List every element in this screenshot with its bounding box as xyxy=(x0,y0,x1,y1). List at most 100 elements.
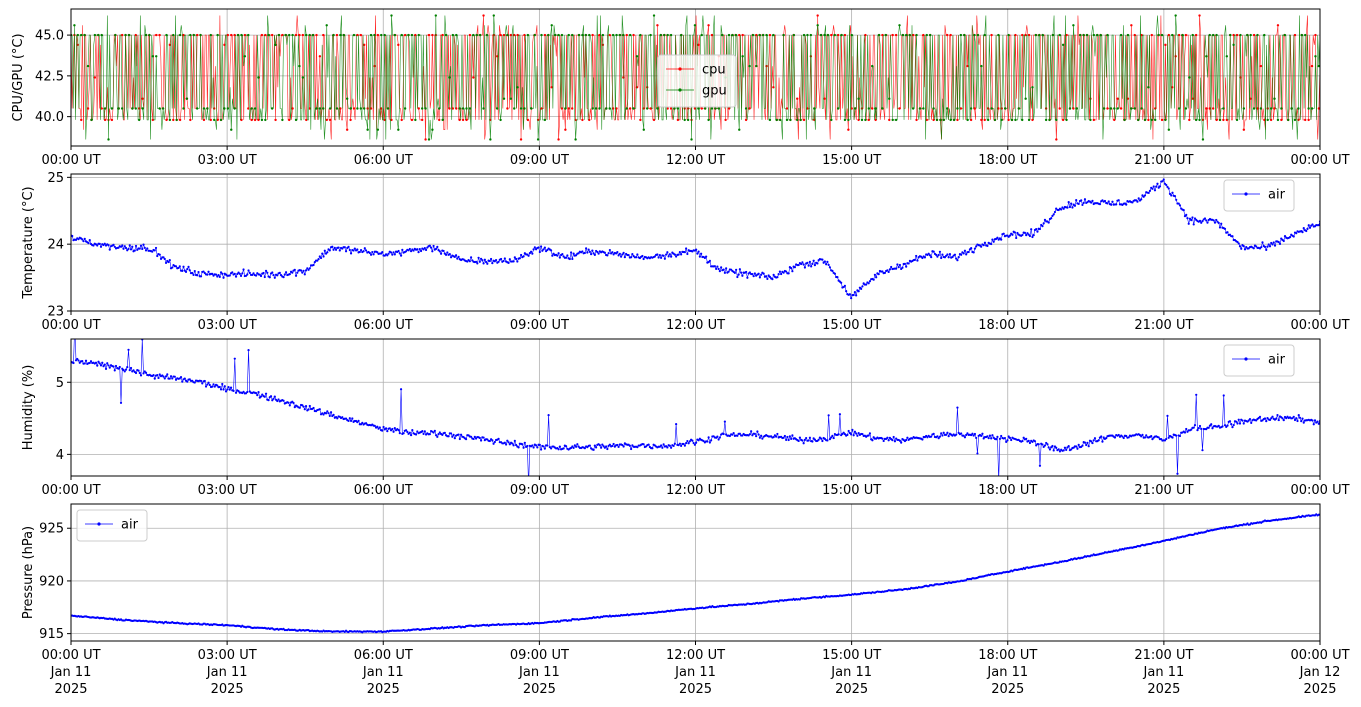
series-cpu-point xyxy=(1150,33,1153,37)
series-air-point xyxy=(683,251,686,254)
series-air-point xyxy=(174,265,178,268)
series-gpu-point xyxy=(373,33,376,37)
series-air-point xyxy=(873,273,877,276)
series-air-point xyxy=(760,434,763,437)
series-cpu-point xyxy=(898,107,901,110)
series-air-point xyxy=(991,434,994,437)
series-air-point xyxy=(199,379,203,383)
series-air-point xyxy=(428,244,431,247)
series-cpu-point xyxy=(700,107,703,110)
series-air-point xyxy=(1025,437,1028,440)
series-air-point xyxy=(236,272,239,276)
series-air-point xyxy=(678,251,681,254)
series-air-point xyxy=(301,404,304,407)
series-cpu-point xyxy=(151,118,155,122)
series-gpu-point xyxy=(888,97,891,100)
series-air-point xyxy=(1175,434,1178,437)
series-gpu-point xyxy=(76,33,80,37)
legend-box xyxy=(657,54,737,108)
series-air-point xyxy=(895,267,898,270)
series-air-point xyxy=(627,254,630,257)
series-gpu-point xyxy=(502,97,506,100)
series-air-point xyxy=(1091,441,1094,445)
series-gpu-point xyxy=(1191,33,1194,37)
series-air-point xyxy=(139,374,143,377)
series-cpu-point xyxy=(710,33,714,37)
series-air-point xyxy=(867,434,870,437)
series-cpu-point xyxy=(356,33,359,37)
series-air-point xyxy=(860,287,863,291)
series-air-point xyxy=(491,439,494,442)
series-cpu-point xyxy=(352,107,356,110)
series-air-point xyxy=(1158,185,1162,188)
series-air-point xyxy=(656,253,659,256)
series-air-point xyxy=(672,444,675,447)
series-air-point xyxy=(751,434,754,437)
series-air-point xyxy=(798,436,801,439)
series-air-point xyxy=(442,249,445,253)
series-air-point xyxy=(1316,420,1319,423)
series-air-point xyxy=(741,274,744,277)
series-cpu-point xyxy=(676,118,680,122)
series-air-point xyxy=(980,245,983,248)
series-air-point xyxy=(507,261,510,265)
series-air-point xyxy=(299,269,303,272)
x-tick-label: 21:00 UT xyxy=(1134,648,1193,663)
series-cpu-point xyxy=(202,118,206,122)
series-air-point xyxy=(1127,436,1130,439)
series-cpu-point xyxy=(1092,118,1096,122)
series-air-point xyxy=(248,271,251,274)
series-air-point xyxy=(151,250,154,253)
series-air-point xyxy=(611,251,614,254)
series-cpu-point xyxy=(424,138,427,141)
series-air-point xyxy=(326,251,329,254)
series-gpu-point xyxy=(884,33,888,37)
series-air-point xyxy=(1083,441,1087,444)
series-air-point xyxy=(1273,244,1277,247)
series-air-point xyxy=(399,254,403,257)
series-air-point xyxy=(96,364,99,367)
series-cpu-point xyxy=(867,118,871,122)
series-gpu-point xyxy=(420,107,424,110)
series-air-point xyxy=(451,435,454,438)
series-air-point xyxy=(1302,421,1305,424)
x-tick-label: 12:00 UT xyxy=(666,483,725,498)
series-gpu-point xyxy=(983,33,986,37)
series-air-point xyxy=(226,388,229,391)
series-air-point xyxy=(479,257,483,260)
series-air-point xyxy=(128,369,131,372)
series-air-point xyxy=(881,270,884,273)
series-air-point xyxy=(812,259,815,262)
series-air-point xyxy=(153,377,156,380)
series-air-point xyxy=(538,443,541,446)
series-air-point xyxy=(158,253,161,256)
series-air-point xyxy=(1167,187,1170,190)
series-air-point xyxy=(104,367,108,371)
series-air-point xyxy=(307,268,310,271)
series-air-point xyxy=(903,262,907,266)
series-gpu-point xyxy=(1211,33,1215,37)
series-air-point xyxy=(1085,443,1088,447)
series-gpu-point xyxy=(567,33,570,37)
series-cpu-point xyxy=(1058,107,1061,110)
series-air-point xyxy=(751,273,754,276)
series-air-point xyxy=(199,275,203,278)
series-cpu-point xyxy=(305,118,308,122)
series-air-point xyxy=(102,365,105,368)
series-air-point xyxy=(197,270,200,274)
series-cpu-point xyxy=(830,33,833,37)
series-air-point xyxy=(207,270,210,273)
series-air-point xyxy=(409,434,413,437)
series-air-point xyxy=(557,448,560,451)
series-cpu-point xyxy=(1252,33,1256,37)
series-gpu-point xyxy=(806,33,809,37)
series-gpu-point xyxy=(652,14,656,17)
series-gpu-point xyxy=(366,128,369,131)
series-air-point xyxy=(432,431,435,434)
series-air-point xyxy=(892,435,895,439)
series-cpu-point xyxy=(1211,107,1215,110)
series-air-point xyxy=(1005,440,1008,444)
series-air-point xyxy=(1151,438,1154,441)
series-cpu-point xyxy=(247,107,250,110)
series-air-point xyxy=(921,438,924,441)
